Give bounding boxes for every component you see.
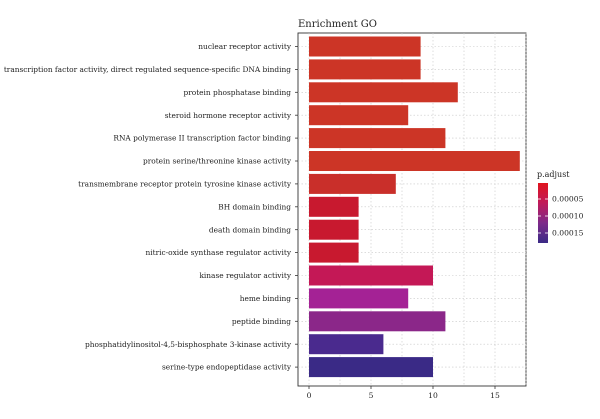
category-label: death domain binding bbox=[209, 225, 291, 234]
bar bbox=[309, 151, 520, 171]
bar bbox=[309, 36, 421, 57]
bar bbox=[309, 357, 433, 378]
legend-title: p.adjust bbox=[537, 170, 570, 179]
x-tick-label: 15 bbox=[490, 391, 500, 400]
bar bbox=[309, 196, 359, 217]
legend-ticks: 0.00005 0.00010 0.00015 bbox=[538, 195, 584, 238]
category-label: protein serine/threonine kinase activity bbox=[143, 157, 292, 166]
category-label: protein phosphatase binding bbox=[184, 88, 292, 97]
category-label: RNA polymerase II transcription factor b… bbox=[113, 134, 291, 143]
legend-label: 0.00015 bbox=[552, 229, 584, 238]
bar bbox=[309, 105, 409, 126]
category-label: kinase regulator activity bbox=[199, 271, 291, 280]
bar bbox=[309, 59, 421, 80]
bar bbox=[309, 219, 359, 240]
bar bbox=[309, 265, 433, 286]
category-label: transmembrane receptor protein tyrosine … bbox=[78, 180, 292, 189]
bar bbox=[309, 242, 359, 263]
legend-label: 0.00005 bbox=[552, 195, 584, 204]
bar bbox=[309, 128, 446, 149]
category-label: heme binding bbox=[240, 294, 292, 303]
legend-colorbar bbox=[538, 183, 548, 243]
x-tick-label: 10 bbox=[428, 391, 438, 400]
bar bbox=[309, 82, 458, 103]
bar bbox=[309, 173, 396, 194]
category-label: phosphatidylinositol-4,5-bisphosphate 3-… bbox=[85, 340, 292, 349]
category-label: BH domain binding bbox=[218, 202, 291, 211]
category-label: nitric-oxide synthase regulator activity bbox=[146, 248, 292, 257]
category-label: transcription factor activity, direct re… bbox=[4, 65, 291, 74]
x-axis: 0 5 10 15 bbox=[307, 386, 500, 400]
category-label: peptide binding bbox=[232, 317, 291, 326]
category-label: steroid hormone receptor activity bbox=[165, 111, 292, 120]
category-label: serine-type endopeptidase activity bbox=[162, 363, 292, 372]
legend: p.adjust 0.00005 0.00010 0.00015 bbox=[537, 170, 584, 243]
bar bbox=[309, 288, 409, 309]
x-tick-label: 0 bbox=[307, 391, 312, 400]
bars bbox=[309, 36, 520, 378]
x-tick-label: 5 bbox=[369, 391, 374, 400]
category-label: nuclear receptor activity bbox=[198, 42, 292, 51]
bar bbox=[309, 311, 446, 332]
legend-label: 0.00010 bbox=[552, 212, 584, 221]
bar bbox=[309, 334, 384, 355]
category-labels: nuclear receptor activity transcription f… bbox=[4, 42, 298, 372]
chart-title: Enrichment GO bbox=[298, 19, 377, 30]
